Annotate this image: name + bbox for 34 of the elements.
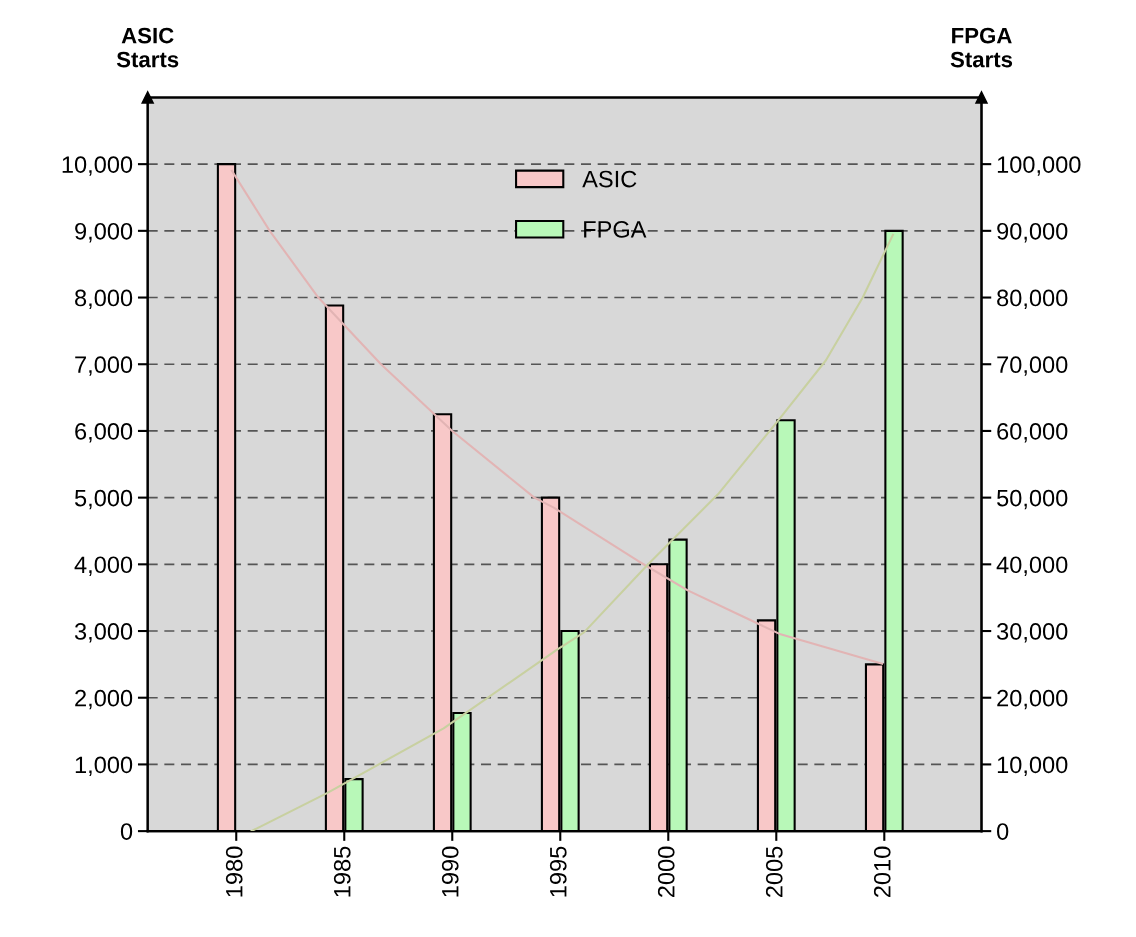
line-series xyxy=(230,169,884,665)
y2-tick-label: 100,000 xyxy=(997,156,1081,176)
y2-tick-label: 50,000 xyxy=(997,489,1068,510)
y2-tick-label: 30,000 xyxy=(996,623,1068,643)
legend-label: ASIC xyxy=(582,170,637,188)
y2-tick-label: 10,000 xyxy=(997,756,1068,776)
y2-tick-label: 80,000 xyxy=(997,289,1068,310)
y2-tick-label: 40,000 xyxy=(996,556,1068,576)
x-tick-label: 1980 xyxy=(225,846,243,897)
x-tick-label: 2000 xyxy=(657,846,675,898)
legend-label: FPGA xyxy=(584,221,647,238)
x-tick-label: 1985 xyxy=(333,846,351,897)
y-tick-label: 4,000 xyxy=(74,556,133,576)
y-tick-label: 6,000 xyxy=(75,423,133,443)
y2-tick-label: 20,000 xyxy=(997,689,1068,710)
y-axis-title: ASIC Starts xyxy=(116,27,179,68)
x-tick-label: 2005 xyxy=(765,846,783,898)
y2-tick-label: 70,000 xyxy=(997,356,1068,376)
y2-axis-title: FPGA Starts xyxy=(950,27,1013,68)
y-tick-label: 8,000 xyxy=(75,289,133,310)
y2-tick-label: 60,000 xyxy=(997,423,1068,443)
y-tick-label: 1,000 xyxy=(75,756,133,776)
y-tick-label: 9,000 xyxy=(75,222,133,243)
y-tick-label: 7,000 xyxy=(75,356,133,376)
y2-tick-label: 0 xyxy=(997,823,1009,840)
y-tick-label: 10,000 xyxy=(62,156,133,176)
y-tick-label: 0 xyxy=(120,823,133,840)
y-tick-label: 2,000 xyxy=(75,689,133,710)
y-tick-label: 3,000 xyxy=(74,623,133,643)
x-tick-label: 1990 xyxy=(441,846,459,897)
y2-tick-label: 90,000 xyxy=(997,222,1068,243)
x-tick-label: 1995 xyxy=(549,846,567,897)
y-tick-label: 5,000 xyxy=(74,489,133,510)
x-tick-label: 2010 xyxy=(873,846,891,898)
